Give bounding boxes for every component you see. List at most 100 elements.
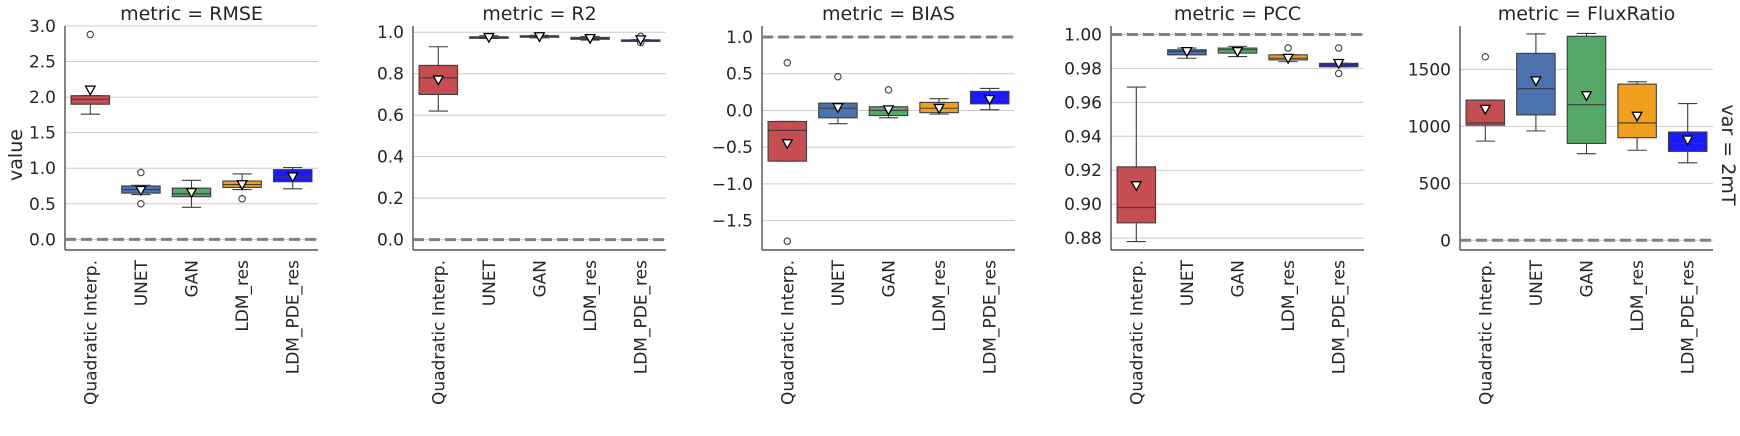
y-tick-label: 0 [1440, 231, 1451, 251]
mean-marker [1631, 111, 1644, 123]
box-quadratic-interp- [767, 58, 808, 245]
x-tick-label: UNET [829, 259, 849, 306]
x-tick-label: GAN [531, 260, 551, 298]
box-ldm-pde-res [969, 87, 1010, 111]
panel-3: metric = BIAS −1.5 −1.0 −0.5 0.0 0.5 1.0 Quadra… [712, 3, 1015, 405]
panel-5: metric = FluxRatio 0 500 1000 1500 Quadratic … [1408, 3, 1713, 405]
y-tick-label: 0.90 [1064, 195, 1102, 215]
box-unet [1167, 46, 1207, 59]
y-tick-label: 500 [1419, 174, 1451, 194]
x-tick-label: GAN [1578, 260, 1598, 298]
panel-4: metric = PCC 0.88 0.90 0.92 0.94 0.96 0.98 1.00… [1064, 3, 1364, 405]
x-tick-label: LDM_res [581, 260, 601, 332]
mean-marker [1130, 181, 1143, 192]
panel-2: metric = R2 0.0 0.2 0.4 0.6 0.8 1.0 Quadratic I… [377, 3, 666, 405]
y-tick-label: 0.98 [1064, 59, 1102, 79]
mean-marker [1529, 76, 1542, 87]
y-tick-label: 2.0 [29, 88, 56, 108]
x-tick-label: Quadratic Interp. [1476, 260, 1496, 405]
outlier-point [1334, 69, 1343, 78]
mean-marker [933, 103, 946, 115]
mean-marker [1332, 58, 1345, 70]
outlier-point [783, 58, 792, 67]
box-ldm-res [1617, 81, 1657, 151]
y-tick-label: 0.6 [377, 106, 404, 126]
mean-marker [432, 75, 445, 87]
outlier-point [137, 200, 145, 208]
x-tick-label: Quadratic Interp. [429, 260, 449, 405]
mean-marker [634, 35, 647, 46]
mean-marker [781, 139, 794, 150]
box-ldm-res [222, 173, 262, 203]
y-axis-label: value [5, 129, 27, 181]
outlier-point [884, 86, 893, 94]
facet-panels: metric = RMSE 0.0 0.5 1.0 1.5 2.0 2.5 3.0 Quadra… [29, 3, 1713, 405]
outlier-point [834, 72, 842, 81]
x-tick-label: GAN [1229, 260, 1249, 298]
iqr-box [70, 95, 111, 105]
y-tick-label: 0.96 [1064, 93, 1102, 113]
iqr-box [1617, 83, 1657, 139]
mean-marker [482, 32, 495, 44]
panel-title: metric = RMSE [120, 3, 263, 25]
y-tick-label: 2.5 [29, 53, 56, 73]
mean-marker [1231, 46, 1244, 58]
box-gan [868, 86, 909, 119]
x-tick-label: UNET [480, 259, 500, 306]
mean-marker [831, 103, 844, 114]
box-ldm-pde-res [620, 32, 661, 47]
box-ldm-pde-res [1667, 102, 1708, 164]
box-gan [171, 179, 212, 208]
mean-marker [236, 180, 249, 191]
y-tick-label: 0.5 [726, 65, 753, 85]
y-tick-label: 1.5 [29, 124, 56, 144]
box-ldm-pde-res [272, 166, 313, 190]
outlier-point [86, 30, 95, 39]
y-tick-label: 1.00 [1064, 25, 1102, 45]
outlier-point [238, 195, 246, 203]
y-tick-label: 0.5 [29, 195, 56, 215]
x-tick-label: LDM_PDE_res [1679, 260, 1699, 374]
y-tick-label: 0.4 [377, 148, 404, 168]
mean-marker [286, 172, 299, 183]
y-tick-label: 1.0 [726, 28, 753, 48]
y-tick-label: 0.88 [1064, 229, 1102, 249]
mean-marker [1580, 91, 1593, 102]
mean-marker [1681, 135, 1694, 147]
box-ldm-pde-res [1318, 44, 1359, 78]
y-tick-label: 1.0 [29, 159, 56, 179]
y-tick-label: −1.5 [712, 212, 753, 232]
y-tick-label: 0.92 [1064, 161, 1102, 181]
box-unet [818, 72, 858, 125]
box-ldm-res [1268, 44, 1308, 65]
panel-1: metric = RMSE 0.0 0.5 1.0 1.5 2.0 2.5 3.0 Quadra… [29, 3, 318, 405]
y-tick-label: 0.0 [377, 231, 404, 251]
y-tick-label: −1.0 [712, 175, 753, 195]
mean-marker [84, 85, 97, 97]
x-tick-label: LDM_res [1279, 260, 1299, 332]
mean-marker [1479, 104, 1492, 116]
x-tick-label: Quadratic Interp. [778, 260, 798, 405]
box-unet [121, 168, 161, 208]
panel-title: metric = PCC [1174, 3, 1301, 25]
iqr-box [1566, 35, 1607, 144]
outlier-point [783, 237, 792, 245]
x-tick-label: Quadratic Interp. [81, 260, 101, 405]
mean-marker [584, 33, 597, 45]
x-tick-label: GAN [183, 260, 203, 298]
box-gan [1566, 32, 1607, 155]
y-tick-label: 0.0 [726, 101, 753, 121]
x-tick-label: LDM_res [930, 260, 950, 332]
y-tick-label: −0.5 [712, 138, 753, 158]
mean-marker [882, 105, 895, 116]
mean-marker [983, 94, 996, 106]
row-facet-label: var = 2mT [1717, 105, 1739, 206]
mean-marker [1180, 46, 1193, 58]
x-tick-label: UNET [1527, 259, 1547, 306]
outlier-point [137, 168, 145, 177]
panel-title: metric = BIAS [822, 3, 955, 25]
box-quadratic-interp- [70, 30, 111, 115]
x-tick-label: LDM_PDE_res [981, 260, 1001, 374]
x-tick-label: Quadratic Interp. [1127, 260, 1147, 405]
